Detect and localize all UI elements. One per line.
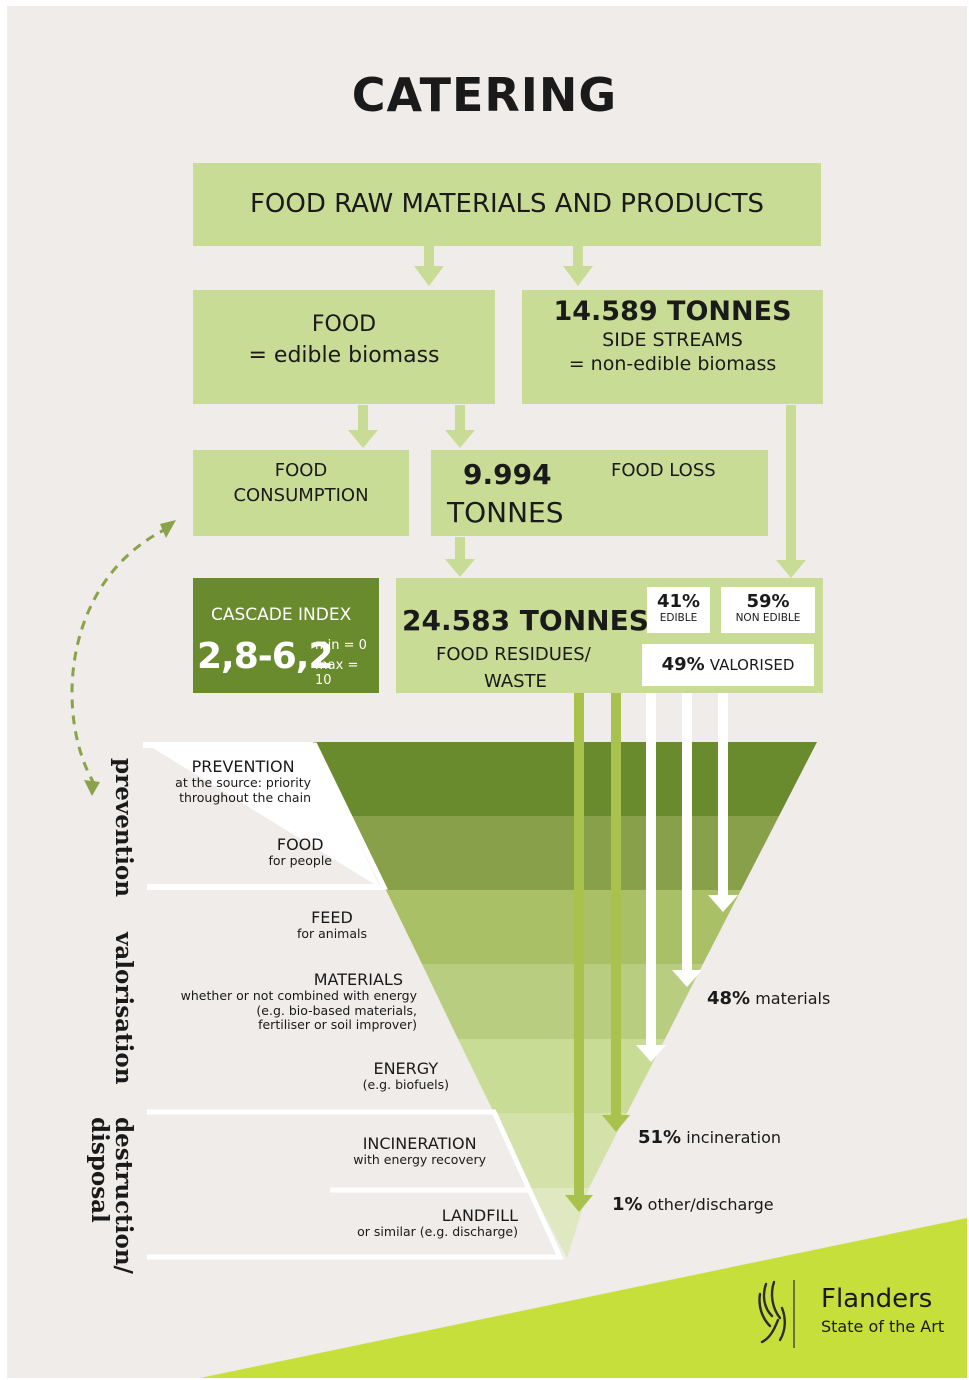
side-streams-label: SIDE STREAMS: [602, 329, 743, 351]
food-residues-amount: 24.583 TONNES: [402, 604, 649, 637]
side-streams-box: 14.589 TONNES SIDE STREAMS = non-edible …: [522, 290, 823, 404]
non-edible-badge: 59% NON EDIBLE: [721, 587, 815, 633]
cascade-index-value: 2,8-6,2: [197, 636, 333, 677]
consumption-line2: CONSUMPTION: [233, 485, 369, 506]
flanders-name: Flanders: [821, 1284, 933, 1314]
raw-materials-box: FOOD RAW MATERIALS AND PRODUCTS: [193, 163, 821, 246]
food-loss-label: FOOD LOSS: [611, 460, 716, 481]
level-feed: FEED for animals: [296, 908, 367, 942]
food-loss-amount: 9.994: [463, 458, 552, 491]
level-food: FOOD for people: [268, 835, 332, 869]
valorised-badge: 49% VALORISED: [642, 644, 814, 686]
edible-pct: 41%: [656, 591, 701, 612]
non-edible-label: NON EDIBLE: [735, 612, 801, 624]
level-incineration: INCINERATION with energy recovery: [353, 1134, 486, 1168]
edible-label: EDIBLE: [659, 612, 698, 624]
food-residues-label2: WASTE: [484, 671, 547, 692]
valorised-pct: 49%: [661, 654, 705, 675]
outcome-incineration: 51% incineration: [638, 1127, 782, 1148]
edible-badge: 41% EDIBLE: [647, 587, 710, 633]
raw-materials-label: FOOD RAW MATERIALS AND PRODUCTS: [249, 189, 765, 219]
outcome-materials: 48% materials: [707, 988, 831, 1009]
side-streams-definition: = non-edible biomass: [568, 353, 777, 375]
outcome-other: 1% other/discharge: [612, 1194, 774, 1215]
flanders-lion-logo: [758, 1280, 795, 1348]
food-label: FOOD: [311, 312, 377, 337]
food-consumption-box: FOOD CONSUMPTION: [193, 450, 409, 536]
cascade-index-box: CASCADE INDEX 2,8-6,2 min = 0 max = 10: [193, 578, 379, 693]
food-box: FOOD = edible biomass: [193, 290, 495, 404]
level-prevention: PREVENTION at the source: priority throu…: [175, 757, 311, 805]
food-residues-label1: FOOD RESIDUES/: [436, 644, 591, 665]
group-prevention: prevention: [110, 758, 137, 897]
page-title: CATERING: [351, 68, 618, 122]
cascade-index-label: CASCADE INDEX: [211, 605, 352, 625]
group-destruction: destruction/ disposal: [85, 1117, 137, 1274]
flanders-tagline: State of the Art: [821, 1317, 945, 1336]
cascade-index-min: min = 0: [315, 638, 367, 653]
food-loss-box: 9.994 TONNES FOOD LOSS: [431, 450, 768, 536]
valorised-label: VALORISED: [709, 656, 795, 674]
food-definition: = edible biomass: [248, 343, 440, 368]
cascade-index-max: max = 10: [315, 658, 359, 688]
side-streams-amount: 14.589 TONNES: [553, 296, 792, 327]
food-loss-unit: TONNES: [447, 496, 564, 529]
group-valorisation: valorisation: [110, 932, 137, 1085]
consumption-line1: FOOD: [274, 460, 328, 481]
level-energy: ENERGY (e.g. biofuels): [362, 1059, 449, 1093]
level-landfill: LANDFILL or similar (e.g. discharge): [357, 1206, 518, 1240]
non-edible-pct: 59%: [746, 591, 790, 612]
level-materials: MATERIALS whether or not combined with e…: [180, 970, 417, 1033]
